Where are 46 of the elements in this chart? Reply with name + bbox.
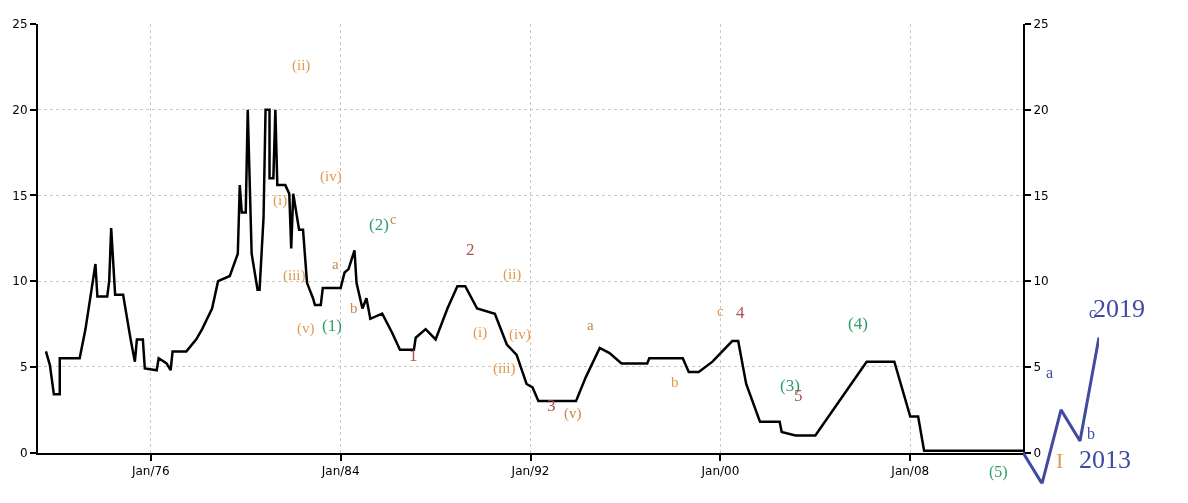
y-tick-label: 20 [12, 102, 28, 117]
y2-tick-label: 15 [1033, 188, 1049, 203]
y2-tick-label: 0 [1033, 445, 1042, 460]
annotation: (ii) [503, 266, 522, 283]
x-tick-label: Jan/92 [510, 463, 550, 478]
annotation: a [332, 256, 339, 272]
annotation: b [671, 374, 679, 390]
annotation: (iv) [320, 168, 342, 185]
annotation: c [717, 303, 724, 319]
annotation: (2) [369, 215, 389, 234]
y2-tick-label: 25 [1033, 17, 1049, 32]
annotation: b [1087, 425, 1095, 442]
annotation: 3 [547, 396, 556, 415]
text: c [1089, 304, 1097, 321]
y-tick-label: 15 [12, 188, 28, 203]
y2-tick-label: 20 [1033, 102, 1049, 117]
annotation: (v) [564, 405, 582, 422]
y2-tick-label: 10 [1033, 274, 1049, 289]
y-tick-label: 5 [19, 360, 28, 375]
annotation: 2 [466, 240, 475, 259]
text: (5) [989, 463, 1008, 481]
x-tick-label: Jan/84 [320, 463, 360, 478]
annotation: (i) [473, 324, 488, 341]
annotation: (ii) [292, 57, 311, 74]
y-tick-label: 0 [19, 445, 28, 460]
annotation: (iv) [509, 326, 531, 343]
y2-tick-label: 5 [1033, 360, 1042, 375]
annotation: b [350, 300, 358, 316]
annotation: (iii) [283, 267, 306, 284]
annotation: I [1056, 448, 1064, 473]
annotation: (i) [273, 192, 288, 209]
annotation: (v) [297, 320, 315, 337]
annotation: 2013 [1079, 445, 1131, 474]
y-tick-label: 10 [12, 274, 28, 289]
annotation: (iii) [493, 360, 516, 377]
annotation: (4) [848, 314, 868, 333]
x-tick-label: Jan/76 [130, 463, 170, 478]
annotation: a [1046, 364, 1054, 381]
annotation: 1 [409, 346, 418, 365]
x-tick-label: Jan/00 [700, 463, 740, 478]
annotation: (1) [322, 316, 342, 335]
annotation: 4 [736, 303, 745, 322]
annotation: a [587, 317, 594, 333]
annotation: c [390, 211, 397, 227]
x-tick-label: Jan/08 [890, 463, 930, 478]
y-tick-label: 25 [12, 17, 28, 32]
